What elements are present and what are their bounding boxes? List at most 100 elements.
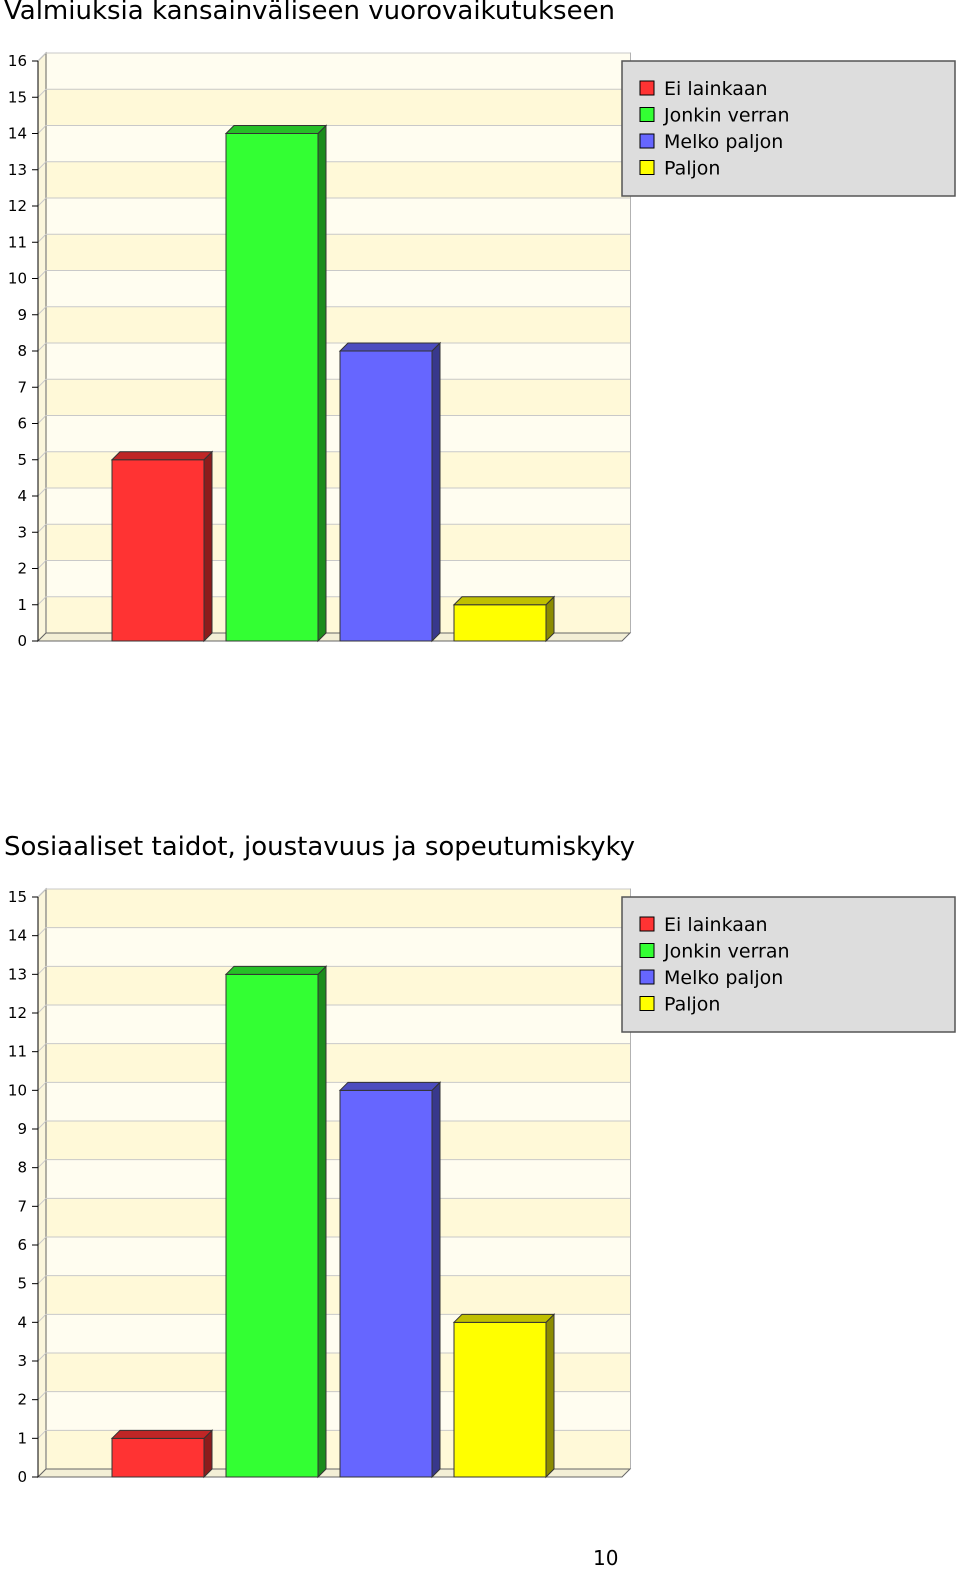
legend-swatch	[639, 996, 655, 1011]
bar-front	[339, 1089, 433, 1478]
bar-side	[317, 124, 327, 643]
gridline-side	[37, 888, 47, 898]
plot-band	[47, 415, 630, 452]
gridline-side	[37, 125, 47, 134]
y-tick-label: 2	[17, 560, 27, 578]
legend-box	[621, 896, 956, 1033]
plot-band	[47, 1159, 630, 1199]
legend-label: Ei lainkaan	[664, 78, 768, 100]
legend-swatch	[639, 969, 655, 985]
gridline-side	[37, 1429, 47, 1439]
plot-band	[47, 198, 630, 235]
y-tick-label: 9	[17, 1120, 27, 1138]
y-tick-label: 14	[8, 125, 27, 143]
y-tick-label: 15	[8, 88, 27, 106]
gridline-side	[37, 415, 47, 424]
gridline-side	[37, 1391, 47, 1401]
gridline-side	[37, 1236, 47, 1246]
gridline-side	[37, 1352, 47, 1362]
bar-front	[339, 350, 433, 642]
gridline-side	[37, 1313, 47, 1323]
plot-band	[47, 927, 630, 967]
gridline-side	[37, 596, 47, 606]
y-tick-label: 13	[8, 965, 27, 983]
bar-top	[224, 125, 328, 134]
bar-1	[110, 450, 214, 643]
y-tick-label: 0	[17, 1468, 27, 1486]
y-tick-label: 11	[8, 1043, 27, 1061]
legend-swatch	[639, 107, 655, 122]
y-tick-label: 13	[8, 161, 27, 179]
plot-band	[47, 270, 630, 307]
plot-band	[47, 379, 630, 416]
gridline-side	[37, 342, 47, 352]
plot-band	[47, 343, 630, 380]
plot-band	[47, 53, 630, 90]
bar-top	[338, 1081, 442, 1091]
y-tick-label: 3	[17, 1352, 27, 1370]
legend-label: Jonkin verran	[663, 941, 790, 963]
bar-top	[224, 965, 328, 975]
plot-band	[47, 966, 630, 1005]
gridline-side	[37, 1081, 47, 1091]
bar-front	[111, 1437, 205, 1478]
gridline-side	[37, 1159, 47, 1169]
y-tick-label: 9	[17, 306, 27, 324]
legend-swatch	[639, 133, 655, 149]
bar-side	[431, 341, 441, 643]
plot-band	[47, 1082, 630, 1121]
y-tick-label: 0	[17, 632, 27, 650]
y-tick-label: 5	[17, 1275, 27, 1293]
plot-band	[47, 306, 630, 343]
y-tick-label: 8	[17, 1159, 27, 1177]
legend-label: Ei lainkaan	[664, 914, 768, 936]
legend-swatch	[639, 160, 655, 175]
y-tick-label: 1	[17, 1429, 27, 1447]
gridline-side	[37, 451, 47, 461]
bar-3	[338, 341, 442, 643]
gridline-side	[37, 1275, 47, 1285]
plot-band	[47, 161, 630, 198]
plot-band	[47, 234, 630, 271]
y-tick-label: 8	[17, 342, 27, 360]
bar-front	[453, 604, 547, 642]
plot-band	[47, 889, 630, 928]
bar-front	[453, 1321, 547, 1478]
legend-swatch	[639, 916, 655, 932]
gridline-side	[37, 523, 47, 533]
y-tick-label: 6	[17, 415, 27, 433]
bar-top	[452, 596, 556, 606]
legend-swatch	[639, 943, 655, 958]
bar-2	[224, 965, 328, 1479]
y-tick-label: 7	[17, 378, 27, 396]
gridline-side	[37, 927, 47, 937]
gridline-side	[37, 306, 47, 316]
bar-top	[338, 342, 442, 352]
gridline-side	[37, 965, 47, 975]
legend-label: Melko paljon	[664, 131, 783, 153]
y-tick-label: 16	[8, 52, 27, 70]
chart-1-legend: Ei lainkaan Jonkin verran Melko paljon Palj…	[621, 60, 956, 197]
plot-band	[47, 1121, 630, 1160]
chart-2-legend: Ei lainkaan Jonkin verran Melko paljon Palj…	[621, 896, 956, 1033]
legend-label: Jonkin verran	[663, 105, 790, 127]
legend-swatch	[639, 80, 655, 96]
bar-top	[110, 451, 214, 461]
legend-label: Melko paljon	[664, 967, 783, 989]
gridline-side	[37, 161, 47, 171]
y-tick-label: 1	[17, 596, 27, 614]
y-tick-label: 15	[8, 888, 27, 906]
y-tick-label: 2	[17, 1391, 27, 1409]
y-tick-label: 5	[17, 451, 27, 469]
bar-side	[431, 1081, 441, 1479]
y-tick-label: 11	[8, 233, 27, 251]
chart-1-title: Valmiuksia kansainväliseen vuorovaikutuk…	[4, 0, 616, 26]
y-tick-label: 10	[8, 270, 27, 288]
gridline-side	[37, 52, 47, 62]
gridline-side	[37, 88, 47, 98]
plot-band	[47, 1198, 630, 1237]
y-tick-label: 14	[8, 927, 27, 945]
